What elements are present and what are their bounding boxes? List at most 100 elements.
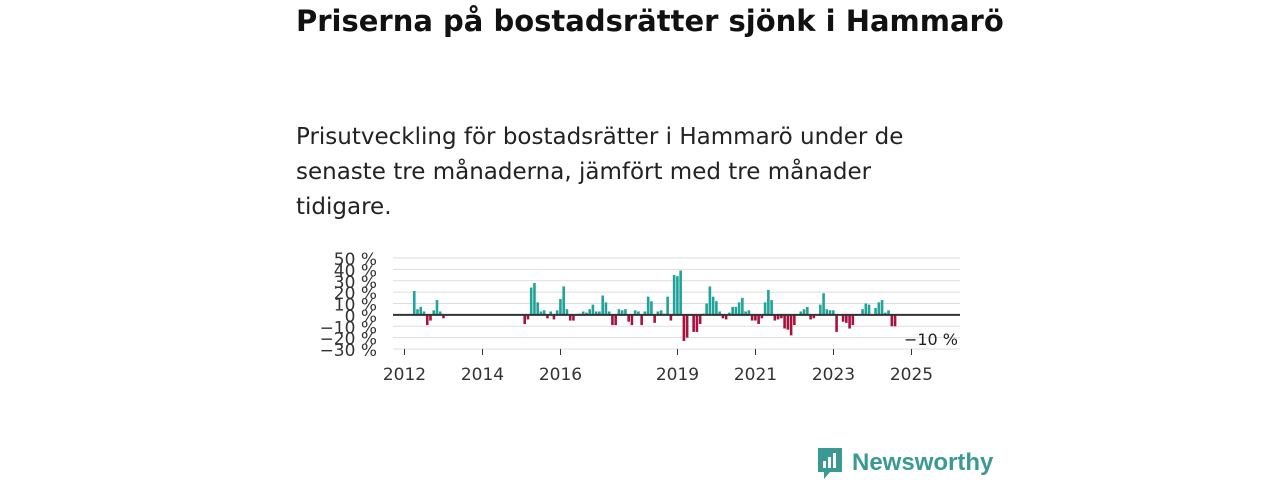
bar	[715, 301, 718, 315]
bar	[802, 309, 806, 315]
bar	[789, 314, 793, 336]
bar	[835, 314, 838, 332]
bar	[559, 298, 562, 315]
bar	[851, 314, 855, 326]
y-tick-label: −30 %	[320, 341, 377, 361]
bar	[734, 306, 738, 315]
bar	[809, 314, 812, 320]
y-axis-ticks: 50 %40 %30 %20 %10 %0 %−10 %−20 %−30 %	[320, 250, 377, 361]
bar	[728, 312, 731, 315]
bar	[646, 296, 650, 315]
bar	[763, 302, 767, 315]
bar	[848, 314, 851, 329]
bar	[526, 314, 530, 320]
bar	[650, 301, 653, 315]
bar	[757, 314, 760, 324]
x-tick-label: 2021	[734, 365, 777, 385]
newsworthy-logo: Newsworthy	[816, 446, 993, 480]
bar	[737, 302, 741, 315]
bar	[672, 275, 676, 315]
bar	[637, 311, 640, 315]
bar	[640, 314, 643, 326]
bar	[627, 314, 630, 322]
bar	[773, 314, 777, 321]
bar	[832, 310, 835, 315]
bar	[695, 314, 699, 332]
y-tick-label: 30 %	[334, 273, 377, 293]
y-tick-label: −20 %	[320, 330, 377, 350]
bar	[422, 311, 426, 315]
bar	[822, 293, 825, 315]
bar	[523, 314, 527, 324]
bar	[419, 306, 423, 315]
bar	[711, 296, 715, 315]
bar	[724, 314, 728, 320]
bar	[555, 310, 559, 315]
y-tick-label: 10 %	[334, 296, 377, 316]
bar	[760, 314, 764, 319]
bar	[529, 287, 533, 315]
x-axis-ticks: 2012 2014 2016 2019 2021 2023 2025	[383, 349, 933, 385]
bar	[890, 314, 894, 327]
bar	[565, 309, 569, 315]
bar	[598, 311, 601, 315]
bar	[666, 296, 669, 315]
bar	[718, 311, 721, 315]
page-title: Priserna på bostadsrätter sjönk i Hammar…	[296, 4, 1004, 38]
bar	[708, 286, 712, 315]
bar	[861, 309, 864, 315]
bar	[542, 310, 546, 315]
y-tick-label: 50 %	[334, 250, 377, 270]
bar	[721, 314, 725, 319]
bar	[659, 310, 663, 315]
bar	[783, 314, 786, 329]
bar	[630, 314, 634, 326]
last-value-label: −10 %	[904, 330, 958, 349]
bar	[435, 300, 439, 315]
bar	[614, 314, 617, 326]
bar	[698, 314, 702, 324]
bar	[799, 311, 803, 315]
bars	[412, 270, 897, 342]
bar	[692, 314, 695, 332]
bar	[754, 314, 757, 321]
bar	[806, 306, 809, 315]
bar	[536, 302, 539, 315]
bar	[750, 314, 754, 321]
bar	[546, 314, 549, 319]
bar	[568, 314, 572, 321]
bar	[438, 311, 442, 315]
bar	[825, 309, 829, 315]
y-tick-label: 0 %	[345, 307, 377, 327]
bar	[884, 312, 887, 315]
bar	[442, 314, 445, 319]
bar	[776, 314, 780, 320]
bar	[747, 310, 751, 315]
bar	[653, 314, 656, 323]
x-tick-label: 2023	[812, 365, 855, 385]
x-tick-label: 2019	[656, 365, 699, 385]
bar	[633, 310, 637, 315]
x-tick-label: 2016	[539, 365, 582, 385]
bar	[429, 314, 432, 321]
bar	[887, 310, 890, 315]
bar	[588, 309, 591, 315]
bar	[682, 314, 686, 342]
bar	[549, 311, 552, 315]
bar	[552, 314, 556, 320]
bar	[705, 303, 708, 315]
bar	[741, 297, 744, 315]
bar	[604, 302, 608, 315]
x-tick-label: 2025	[890, 365, 933, 385]
bar	[594, 311, 598, 315]
bar	[731, 306, 734, 315]
bar	[611, 314, 614, 326]
bar	[793, 314, 796, 326]
bar	[591, 304, 595, 315]
bar	[562, 286, 565, 315]
bar	[412, 290, 416, 315]
bar	[767, 289, 770, 315]
bar	[845, 314, 848, 323]
bar	[643, 311, 647, 315]
